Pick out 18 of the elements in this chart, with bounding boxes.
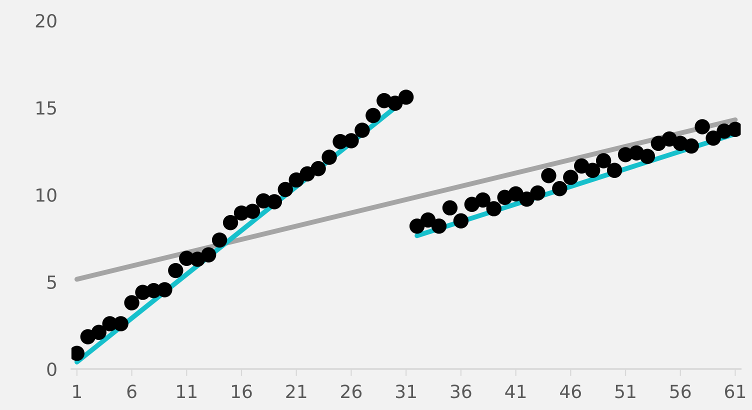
y-tick-label: 20 — [36, 14, 56, 28]
x-tick-label: 11 — [177, 384, 196, 398]
x-tick-label: 1 — [73, 384, 82, 398]
x-tick-label: 16 — [232, 384, 252, 398]
y-tick-label: 10 — [36, 188, 56, 202]
x-tick-label: 26 — [341, 384, 362, 398]
x-tick-label: 41 — [505, 384, 526, 398]
y-tick-label: 0 — [47, 362, 56, 376]
x-tick-label: 46 — [560, 384, 582, 398]
x-tick-label: 21 — [286, 384, 306, 398]
x-tick-label: 31 — [396, 384, 416, 398]
y-tick-label: 5 — [47, 276, 56, 289]
y-tick-label: 15 — [36, 101, 56, 115]
x-tick-label: 51 — [615, 384, 636, 398]
x-tick-label: 36 — [450, 384, 472, 398]
x-tick-label: 56 — [670, 384, 691, 398]
x-tick-label: 61 — [725, 384, 746, 398]
x-tick-label: 6 — [127, 384, 136, 398]
